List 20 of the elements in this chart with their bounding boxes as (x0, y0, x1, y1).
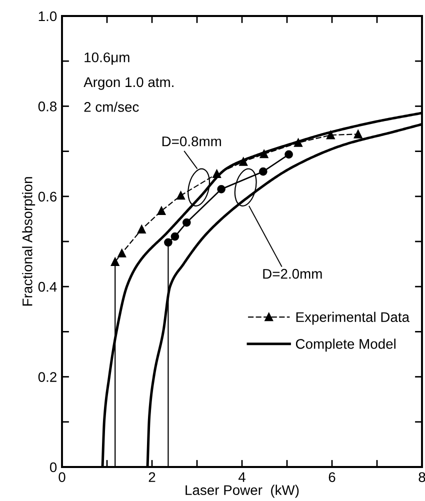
y-tick-label: 0.2 (38, 372, 56, 382)
y-axis-title: Fractional Absorption (22, 177, 36, 306)
y-tick-label: 0 (50, 462, 57, 472)
x-axis-title: Laser Power (kW) (186, 484, 299, 498)
y-tick-label: 0.8 (38, 102, 57, 112)
y-tick-label: 0.4 (38, 282, 57, 292)
annotation: Argon 1.0 atm. (84, 77, 174, 90)
x-tick-label: 8 (418, 472, 425, 482)
legend-label: Experimental Data (296, 312, 410, 325)
legend-label: Complete Model (296, 338, 396, 352)
annotation: 10.6μm (84, 52, 130, 65)
annotation: 2 cm/sec (84, 102, 139, 112)
y-tick-label: 0.6 (38, 192, 57, 202)
x-tick-label: 0 (58, 472, 66, 482)
x-tick-label: 6 (328, 472, 336, 482)
x-tick-label: 4 (238, 472, 246, 482)
annotation: D=2.0mm (263, 268, 322, 279)
x-tick-label: 2 (148, 472, 156, 482)
annotation: D=0.8mm (162, 136, 221, 146)
y-tick-label: 1.0 (38, 11, 57, 22)
